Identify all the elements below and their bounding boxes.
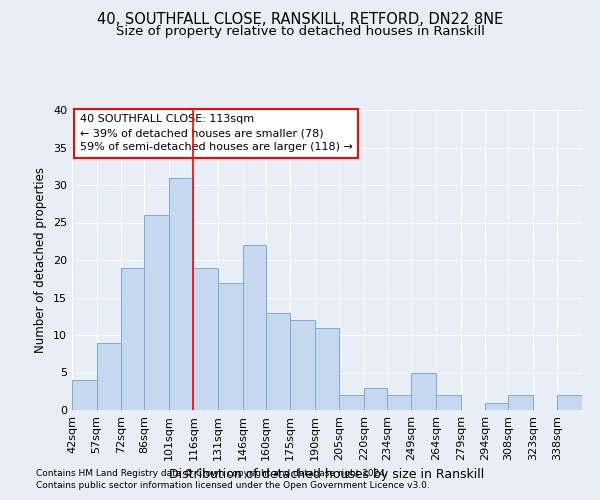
Bar xyxy=(364,388,387,410)
Bar xyxy=(508,395,533,410)
X-axis label: Distribution of detached houses by size in Ranskill: Distribution of detached houses by size … xyxy=(169,468,485,481)
Bar xyxy=(387,395,412,410)
Text: 40 SOUTHFALL CLOSE: 113sqm
← 39% of detached houses are smaller (78)
59% of semi: 40 SOUTHFALL CLOSE: 113sqm ← 39% of deta… xyxy=(80,114,353,152)
Bar xyxy=(557,395,582,410)
Text: 40, SOUTHFALL CLOSE, RANSKILL, RETFORD, DN22 8NE: 40, SOUTHFALL CLOSE, RANSKILL, RETFORD, … xyxy=(97,12,503,28)
Text: Contains HM Land Registry data © Crown copyright and database right 2024.: Contains HM Land Registry data © Crown c… xyxy=(36,468,388,477)
Text: Size of property relative to detached houses in Ranskill: Size of property relative to detached ho… xyxy=(116,25,484,38)
Bar xyxy=(412,372,436,410)
Bar xyxy=(485,402,508,410)
Bar xyxy=(169,178,193,410)
Bar xyxy=(72,380,97,410)
Bar xyxy=(266,312,290,410)
Bar xyxy=(193,268,218,410)
Y-axis label: Number of detached properties: Number of detached properties xyxy=(34,167,47,353)
Bar xyxy=(97,342,121,410)
Bar xyxy=(218,282,242,410)
Bar xyxy=(121,268,144,410)
Bar xyxy=(339,395,364,410)
Bar xyxy=(242,245,266,410)
Text: Contains public sector information licensed under the Open Government Licence v3: Contains public sector information licen… xyxy=(36,481,430,490)
Bar xyxy=(290,320,315,410)
Bar xyxy=(315,328,339,410)
Bar xyxy=(436,395,461,410)
Bar xyxy=(144,215,169,410)
